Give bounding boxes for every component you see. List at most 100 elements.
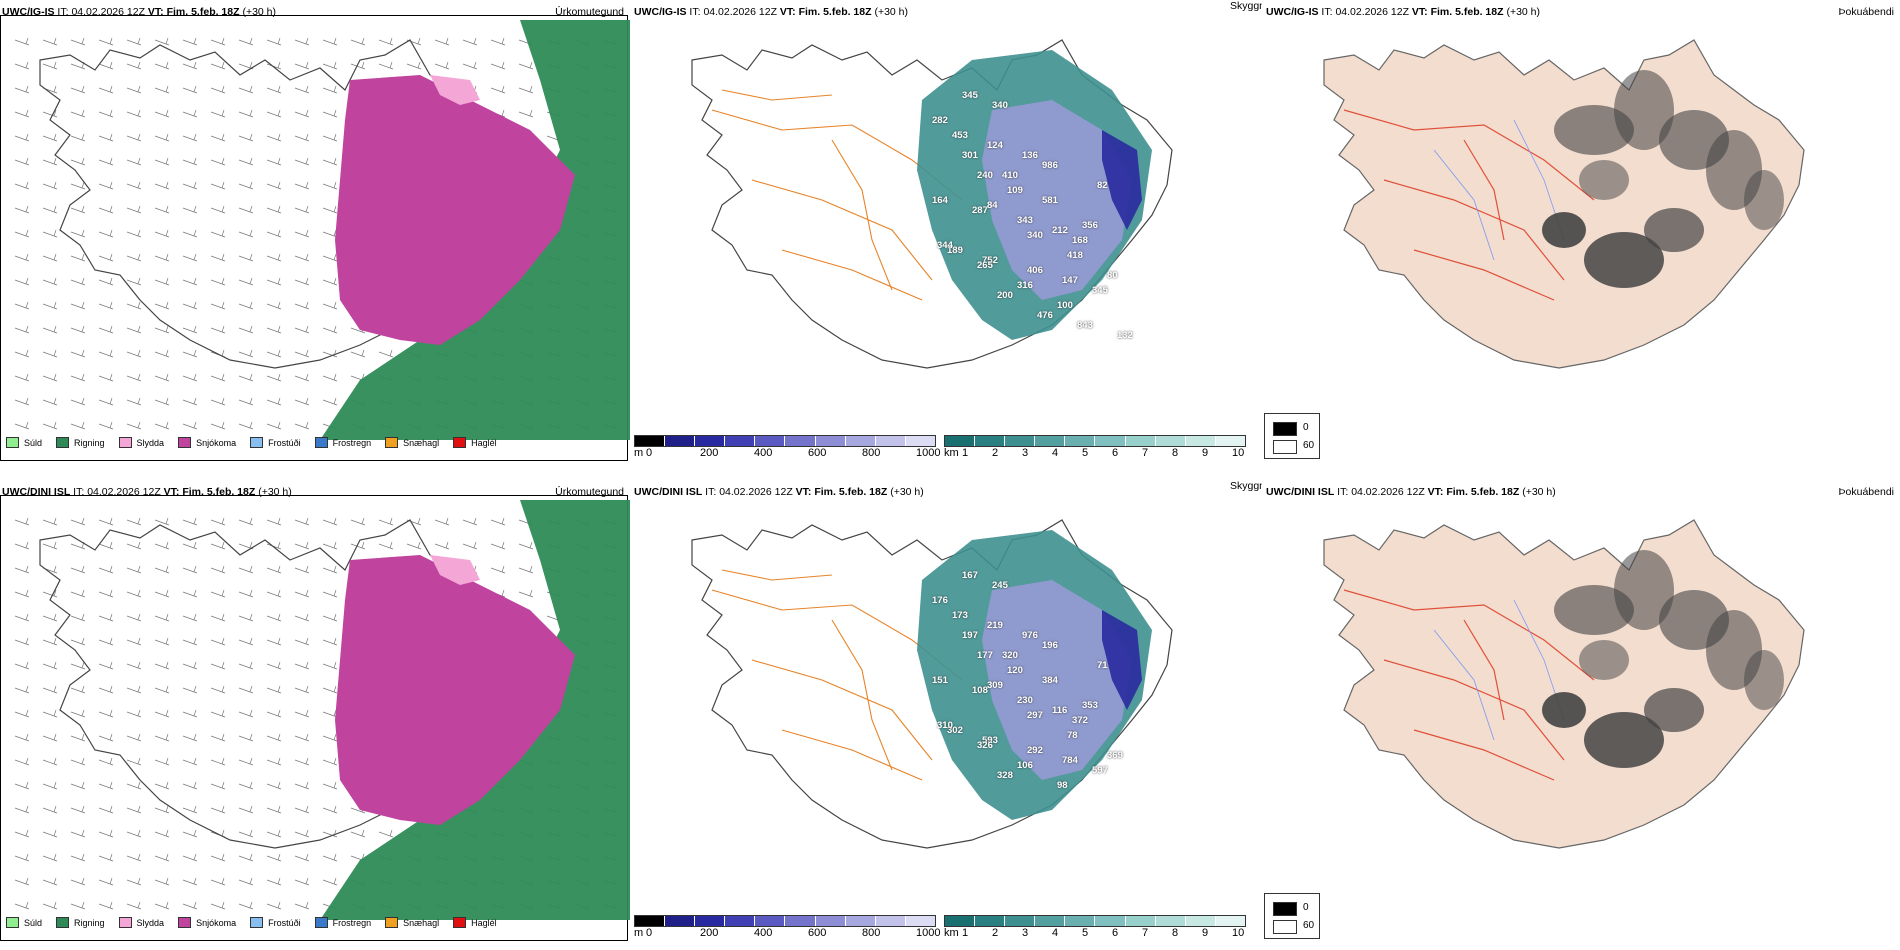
cloud-value: 597 <box>1092 765 1108 776</box>
legend-label: Rigning <box>74 437 105 448</box>
cloud-value: 197 <box>962 630 978 641</box>
run-header: UWC/DINI ISL IT: 04.02.2026 12Z VT: Fim.… <box>1266 486 1556 498</box>
legend-label: Frostúði <box>268 437 301 448</box>
colorbar-segment <box>1035 436 1066 446</box>
run-header: UWC/DINI ISL IT: 04.02.2026 12Z VT: Fim.… <box>2 486 292 498</box>
colorbar-segment <box>1155 436 1186 446</box>
legend-swatch <box>250 917 264 928</box>
fog-panel-top: UWC/IG-IS IT: 04.02.2026 12Z VT: Fim. 5.… <box>1264 0 1900 465</box>
colorbar-tick: 3 <box>1022 927 1029 939</box>
legend-label: Snjókoma <box>196 917 237 928</box>
cloud-value: 147 <box>1062 275 1078 286</box>
cloud-base-area <box>982 580 1132 780</box>
cloud-value: 212 <box>1052 225 1068 236</box>
cloud-value: 167 <box>962 570 978 581</box>
cloud-value: 98 <box>1057 780 1068 791</box>
colorbar-segment <box>695 436 726 446</box>
colorbar-tick: 200 <box>700 927 719 939</box>
cloud-value: 176 <box>932 595 948 606</box>
panel-title: Úrkomutegund <box>555 486 624 498</box>
precip-panel-top: UWC/IG-IS IT: 04.02.2026 12Z VT: Fim. 5.… <box>0 0 630 465</box>
legend-item: Frostúði <box>250 437 301 448</box>
legend-item: Slydda <box>118 917 164 928</box>
cloud-base-dense <box>1102 610 1142 710</box>
fog-map <box>1323 519 1805 849</box>
cloud-panel-bottom: UWC/DINI ISL IT: 04.02.2026 12Z VT: Fim.… <box>632 480 1262 945</box>
precip-legend: Súld Rigning Slydda Snjókoma Frostúði Frostre… <box>6 917 497 928</box>
cloud-value: 310 <box>937 720 953 731</box>
colorbar-tick: 1 <box>962 447 969 459</box>
colorbar-segment <box>1005 436 1036 446</box>
precip-map <box>14 500 630 920</box>
legend-item: Snjókoma <box>178 437 236 448</box>
colorbar-tick: 10 <box>1232 927 1245 939</box>
colorbar-segment <box>635 436 666 446</box>
cloud-value: 124 <box>987 140 1003 151</box>
colorbar-segment <box>1095 916 1126 926</box>
colorbar-segment <box>1215 436 1245 446</box>
colorbar-segment <box>785 436 816 446</box>
colorbar-segment <box>725 436 756 446</box>
cloud-value: 219 <box>987 620 1003 631</box>
legend-label: Snæhagl <box>403 917 440 928</box>
panel-title: Skyggni <box>1230 480 1262 492</box>
colorbar-tick: 0 <box>646 927 653 939</box>
colorbar-tick: 3 <box>1022 447 1029 459</box>
fog-index <box>1542 70 1784 288</box>
cloud-value: 593 <box>982 735 998 746</box>
cloud-value: 302 <box>947 725 963 736</box>
cloud-value: 80 <box>1107 270 1118 281</box>
colorbar-segment <box>1215 916 1245 926</box>
legend-swatch <box>385 917 399 928</box>
colorbar-segment <box>1125 916 1156 926</box>
colorbar-tick: 5 <box>1082 447 1089 459</box>
cloud-value: 316 <box>1017 280 1033 291</box>
colorbar-segment <box>755 916 786 926</box>
cloud-value: 406 <box>1027 265 1043 276</box>
colorbar-tick: 2 <box>992 447 999 459</box>
cloud-value: 287 <box>972 205 988 216</box>
cloud-value: 784 <box>1062 755 1078 766</box>
colorbar-tick: 10 <box>1232 447 1245 459</box>
legend-swatch <box>118 437 132 448</box>
colorbar-tick: 4 <box>1052 927 1059 939</box>
cloud-value: 345 <box>1092 285 1108 296</box>
colorbar-segment <box>1035 916 1066 926</box>
legend-label: Slydda <box>136 437 165 448</box>
colorbar-tick: 1000 <box>916 927 941 939</box>
colorbar-segment <box>975 916 1006 926</box>
colorbar-tick: 7 <box>1142 927 1149 939</box>
cloud-value: 71 <box>1097 660 1108 671</box>
legend-item: Haglél <box>453 917 497 928</box>
legend-swatch <box>178 437 192 448</box>
cloud-value: 340 <box>992 100 1008 111</box>
legend-label: Frostregn <box>332 917 372 928</box>
run-header: UWC/IG-IS IT: 04.02.2026 12Z VT: Fim. 5.… <box>2 6 277 18</box>
cloud-value: 116 <box>1052 705 1068 716</box>
visibility-unit: km <box>944 927 959 939</box>
colorbar-segment <box>695 916 726 926</box>
legend-item: Snæhagl <box>385 437 439 448</box>
colorbar-tick: 800 <box>862 447 881 459</box>
legend-item: Slydda <box>118 437 165 448</box>
run-header: UWC/DINI ISL IT: 04.02.2026 12Z VT: Fim.… <box>634 486 924 498</box>
cloud-value: 345 <box>962 90 978 101</box>
legend-item: Súld <box>6 917 42 928</box>
colorbar-segment <box>905 436 935 446</box>
colorbar-tick: 600 <box>808 927 827 939</box>
cloud-value: 476 <box>1037 310 1053 321</box>
colorbar-segment <box>875 916 906 926</box>
colorbar-tick: 600 <box>808 447 827 459</box>
legend-label: Haglél <box>471 437 497 448</box>
legend-item: Rigning <box>56 437 105 448</box>
fog-legend-swatch <box>1273 920 1297 934</box>
panel-title: Úrkomutegund <box>555 6 624 18</box>
cloud-value: 340 <box>1027 230 1043 241</box>
roads <box>1343 109 1595 301</box>
visibility-colorbar <box>944 435 1246 447</box>
snow-area <box>335 555 575 825</box>
cloud-value: 230 <box>1017 695 1033 706</box>
cloud-value: 84 <box>987 200 998 211</box>
colorbar-tick: 6 <box>1112 927 1119 939</box>
cloud-value: 344 <box>937 240 953 251</box>
